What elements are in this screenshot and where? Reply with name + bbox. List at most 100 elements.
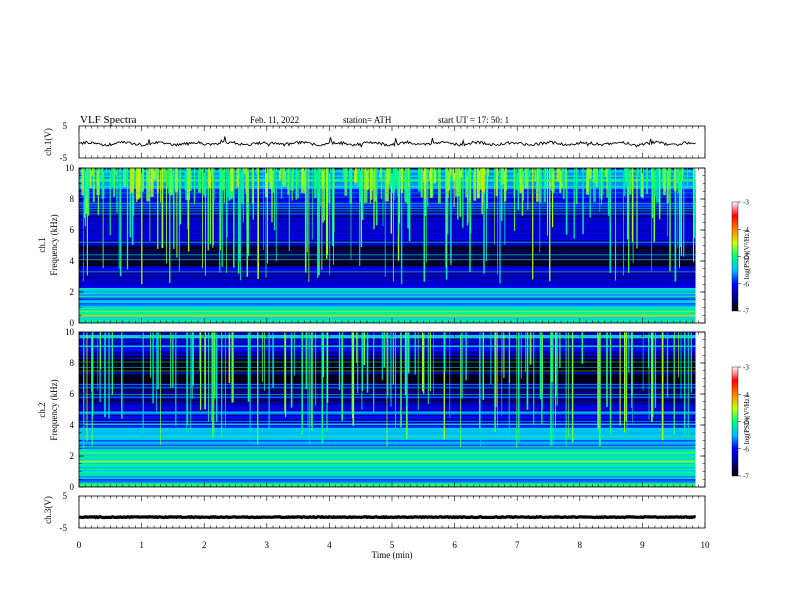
spectrogram-burst [170, 168, 173, 196]
spectrogram-burst [552, 168, 555, 193]
spectrogram-row [79, 271, 696, 274]
station-label: station= ATH [343, 115, 392, 125]
spectrogram-row [79, 216, 696, 218]
spectrogram-burst [150, 168, 154, 197]
spectrogram-burst [388, 168, 391, 181]
spectrogram-row [79, 250, 696, 253]
spectrogram-burst [536, 168, 539, 202]
spectrogram-burst [227, 168, 230, 198]
spectrogram-burst [246, 168, 249, 203]
spectrogram-row [79, 313, 696, 316]
spectrogram-burst [604, 168, 607, 178]
spectrogram-row [79, 259, 696, 262]
y-tick-label: 10 [65, 163, 75, 173]
spectrogram-burst [543, 168, 547, 203]
spectrogram-burst [265, 168, 268, 197]
spectrogram-row [79, 307, 696, 310]
spectrogram-burst [138, 168, 141, 198]
spectrogram-burst [423, 168, 427, 183]
colorbar-tick-label: -3 [743, 199, 749, 207]
y-tick-label: -5 [60, 153, 68, 163]
spectrogram-burst [661, 168, 664, 186]
spectrogram-row [79, 298, 696, 301]
spectrogram-row [79, 479, 696, 481]
spectrogram-burst [669, 168, 672, 177]
spectrogram-row [79, 270, 696, 272]
spectrogram-burst [438, 168, 441, 204]
y-tick-label: 8 [70, 358, 75, 368]
spectrogram-burst [236, 168, 240, 188]
spectrogram-burst [433, 168, 436, 184]
spectrogram-burst [504, 168, 507, 191]
spectrogram-row [79, 261, 696, 263]
spectrogram-burst [544, 168, 547, 189]
spectrogram-row [79, 447, 696, 450]
spectrogram-burst [598, 168, 601, 198]
spectrogram-burst [445, 168, 447, 190]
spectrogram-burst [166, 168, 170, 188]
spectrogram-burst [290, 168, 292, 191]
spectrogram-burst [513, 168, 516, 198]
spectrogram-row [79, 306, 696, 308]
spectrogram-burst [213, 168, 215, 202]
spectrogram-burst [92, 168, 95, 203]
spectrogram-burst [168, 168, 170, 194]
spectrogram-burst [243, 168, 247, 175]
spectrogram-row [79, 217, 696, 220]
spectrogram-row [79, 462, 696, 465]
colorbar-tick-label: -6 [743, 280, 749, 288]
spectrogram-burst [651, 168, 654, 180]
spectrogram-burst [202, 168, 206, 195]
y-tick-label: 6 [70, 225, 75, 235]
spectrogram-burst [379, 168, 382, 179]
x-tick-label: 6 [452, 540, 457, 550]
spectrogram-row [79, 205, 696, 208]
spectrogram-row [79, 201, 696, 203]
spectrogram-burst [315, 168, 320, 187]
spectrogram-row [79, 450, 696, 453]
spectrogram-burst [494, 168, 497, 186]
spectrogram-row [79, 304, 696, 307]
y-tick-label: 0 [70, 482, 75, 492]
spectrogram-burst [349, 168, 353, 204]
colorbar-1-label: log(PSD)(V²/Hz) [743, 230, 751, 279]
spectrogram-row [79, 238, 696, 241]
spectrogram-burst [354, 168, 358, 183]
spectrogram-burst [185, 168, 188, 201]
spectrogram-burst [447, 168, 449, 198]
spectrogram-row [79, 471, 696, 474]
spectrogram-row [79, 482, 696, 484]
spectrogram-burst [430, 168, 433, 198]
spectrogram-burst [134, 168, 138, 186]
spectrogram-burst [91, 168, 94, 176]
spectrogram-burst [521, 168, 524, 186]
spectrogram-row [79, 252, 696, 254]
spectrogram-row [79, 277, 696, 280]
spectrogram-burst [251, 168, 255, 204]
spectrogram-burst [125, 168, 128, 187]
spectrogram-burst [515, 168, 519, 191]
spectrogram-row [79, 288, 696, 290]
x-tick-label: 10 [701, 540, 711, 550]
spectrogram-row [79, 294, 696, 296]
spectrogram-burst [219, 168, 224, 190]
spectrogram-burst [96, 168, 100, 193]
colorbar-tick-label: -5 [743, 253, 749, 261]
spectrogram-row [79, 297, 696, 299]
ch3-wave-ylabel: ch.3(V) [43, 496, 53, 524]
spectrogram-burst [360, 168, 363, 187]
colorbar-1 [731, 201, 739, 312]
spectrogram-burst [136, 168, 140, 200]
spectrogram-row [79, 226, 696, 229]
spectrogram-burst [115, 168, 117, 175]
spectrogram-row [79, 246, 696, 248]
spectrogram-row [79, 222, 696, 224]
spectrogram-row [79, 315, 696, 317]
spectrogram-row [79, 235, 696, 238]
spectrogram-burst [189, 168, 192, 191]
spectrogram-burst [396, 168, 400, 189]
spectrogram-burst [407, 168, 409, 189]
spectrogram-burst [301, 168, 304, 186]
spectrogram-row [79, 208, 696, 211]
